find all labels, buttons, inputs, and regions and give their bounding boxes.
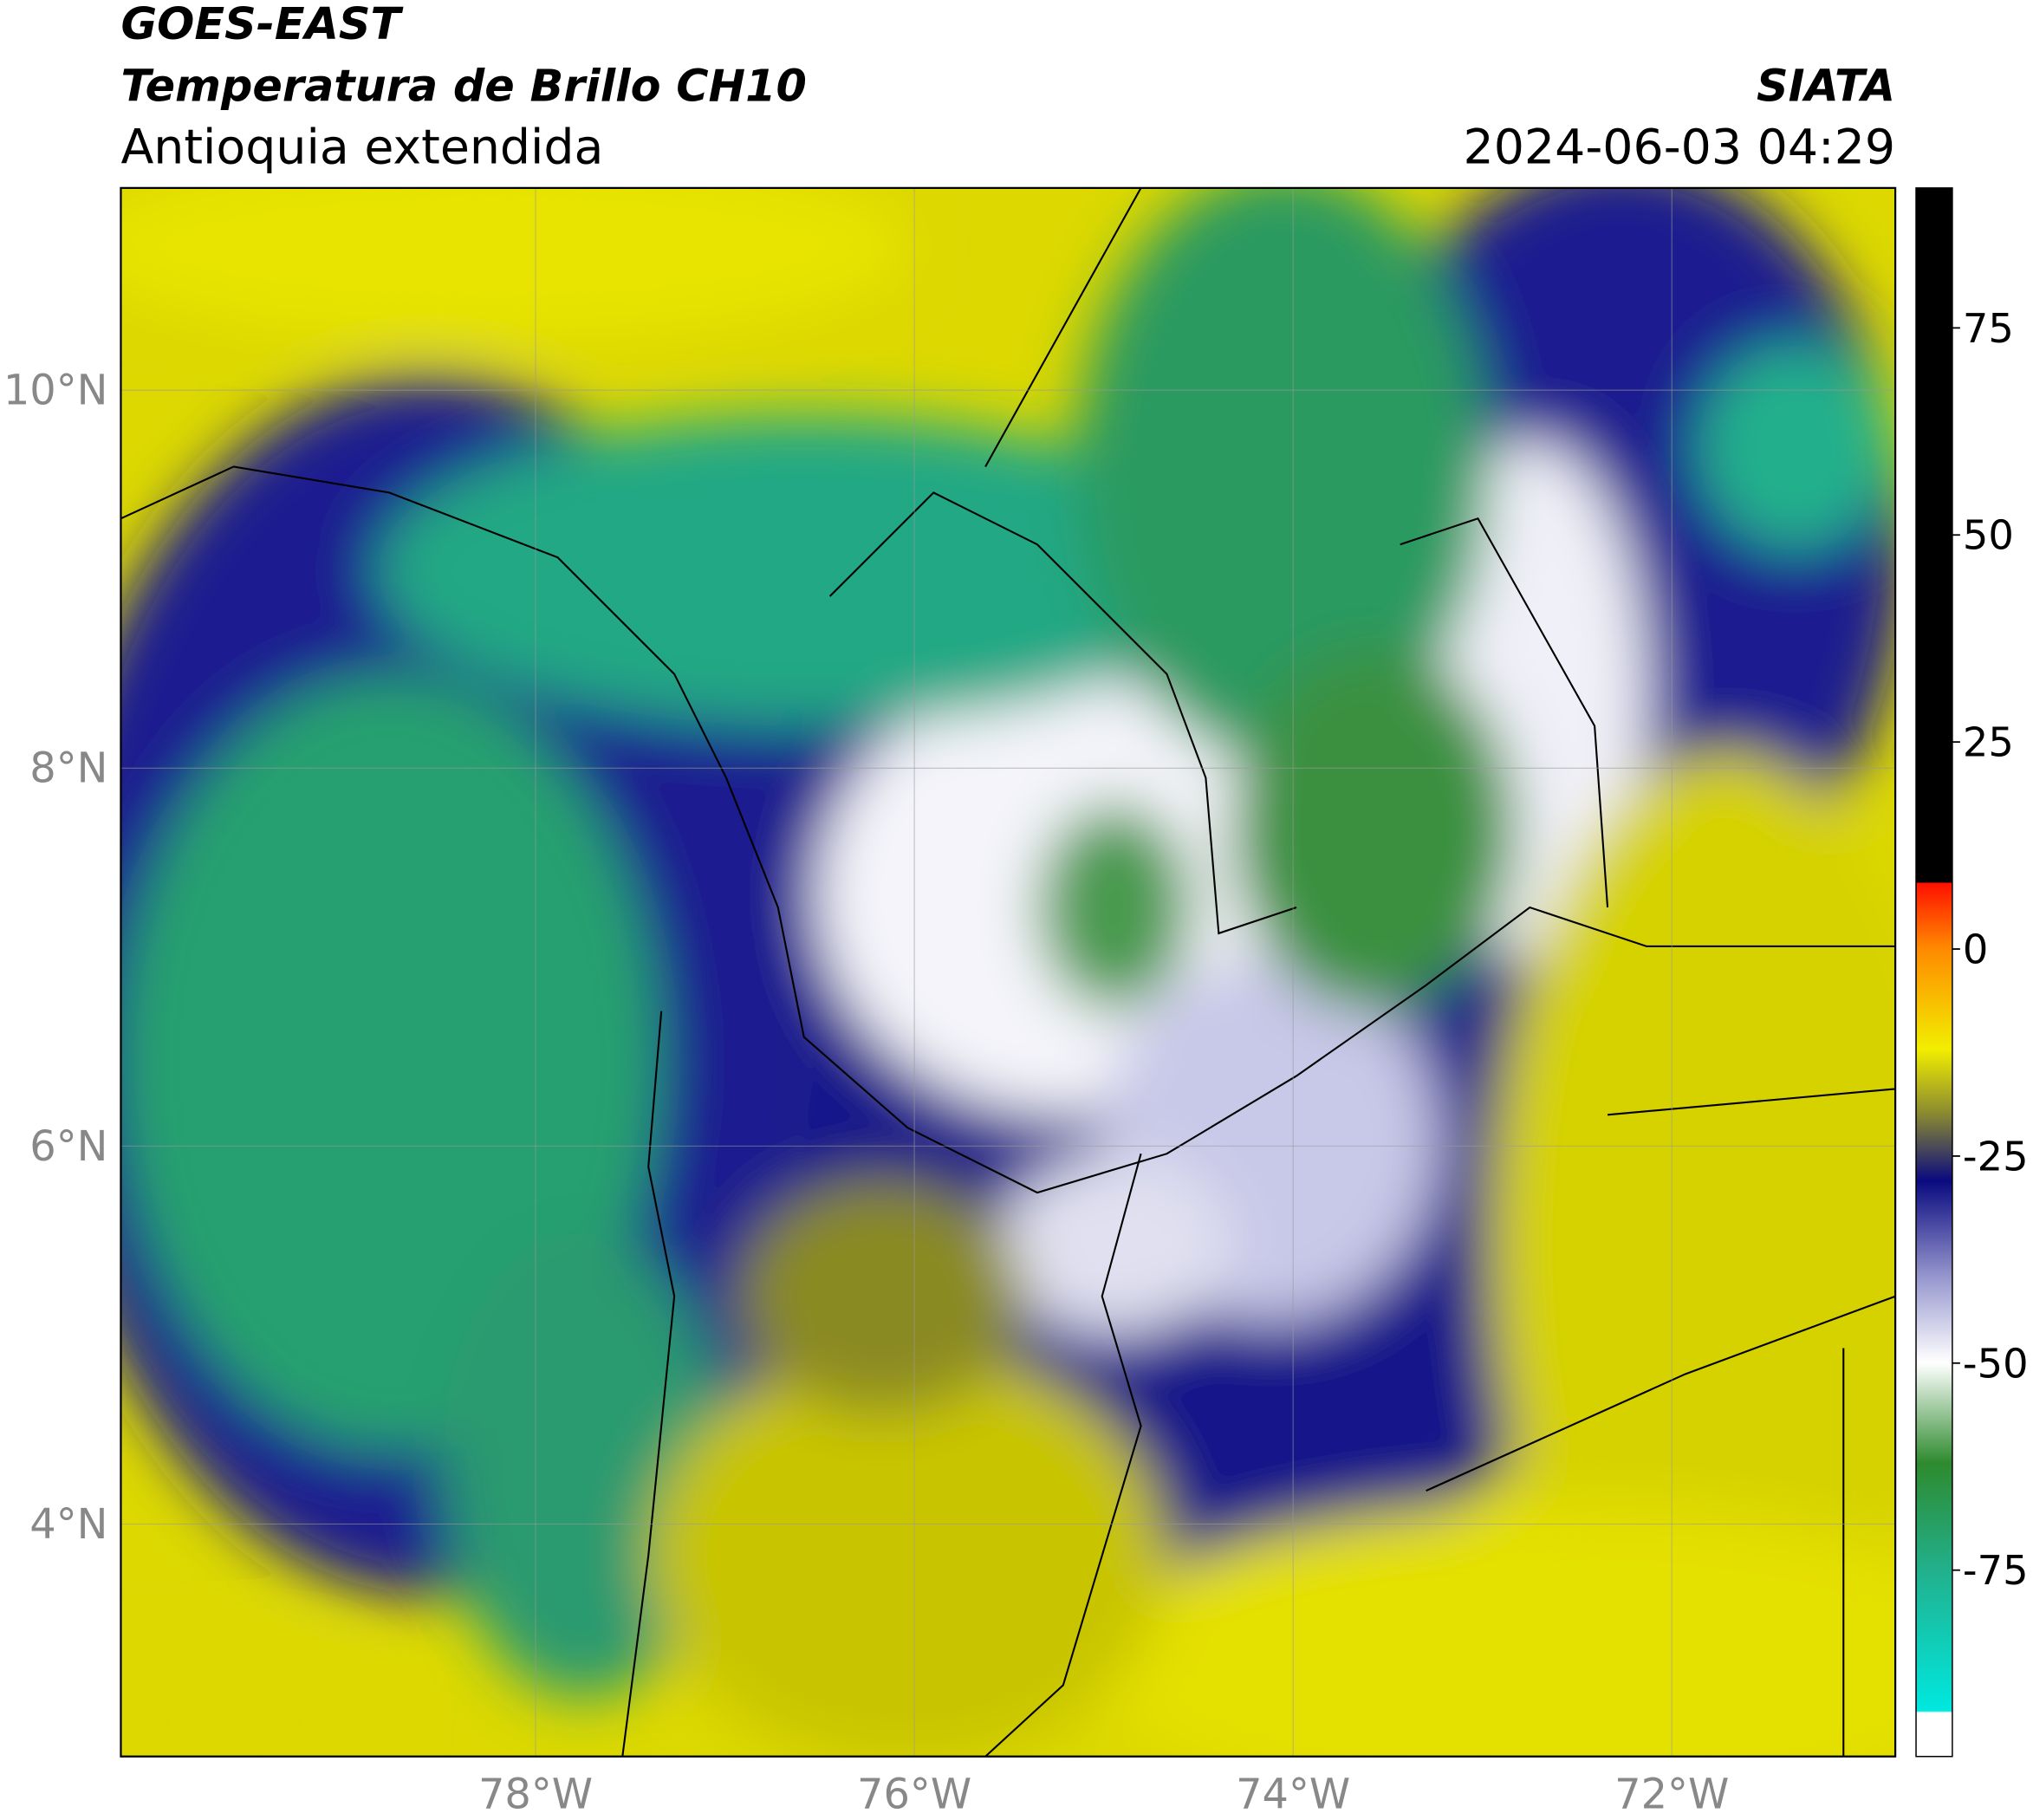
colorbar-tick-label: -25 bbox=[1963, 1133, 2029, 1180]
plot-frame bbox=[120, 186, 1897, 1758]
x-tick-label: 72°W bbox=[1614, 1771, 1729, 1819]
subtitle: Temperatura de Brillo CH10 bbox=[120, 61, 806, 112]
y-tick-label: 8°N bbox=[29, 745, 107, 793]
colorbar-tick-label: -75 bbox=[1963, 1547, 2029, 1594]
y-tick-label: 4°N bbox=[29, 1501, 107, 1549]
x-tick-label: 74°W bbox=[1236, 1771, 1350, 1819]
grid bbox=[120, 187, 1896, 1757]
colorbar-tick-label: -50 bbox=[1963, 1340, 2029, 1387]
x-tick-label: 76°W bbox=[857, 1771, 971, 1819]
timestamp: 2024-06-03 04:29 bbox=[1464, 120, 1896, 175]
region: Antioquia extendida bbox=[120, 120, 603, 175]
satellite-image bbox=[120, 187, 1896, 1757]
source: SIATA bbox=[1757, 61, 1895, 112]
borders bbox=[120, 187, 1896, 1757]
x-tick-label: 78°W bbox=[478, 1771, 593, 1819]
title: GOES-EAST bbox=[120, 0, 404, 49]
colorbar-tick-label: 50 bbox=[1963, 512, 2014, 559]
colorbar bbox=[1915, 187, 1953, 1758]
colorbar-tick-label: 75 bbox=[1963, 305, 2014, 352]
colorbar-tick-label: 0 bbox=[1963, 926, 1989, 972]
colorbar-tick-label: 25 bbox=[1963, 719, 2014, 766]
y-tick-label: 6°N bbox=[29, 1123, 107, 1171]
y-tick-label: 10°N bbox=[3, 367, 108, 415]
